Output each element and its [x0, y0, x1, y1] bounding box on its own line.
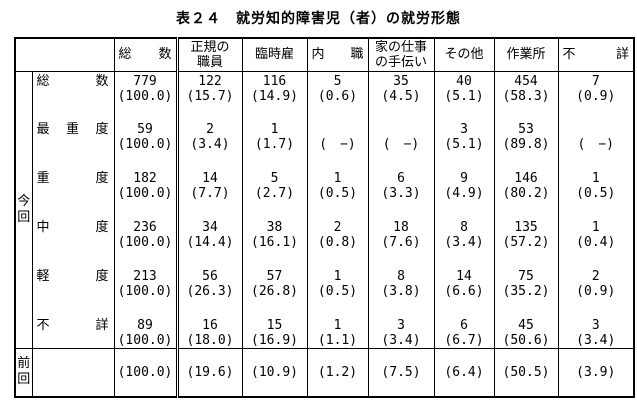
data-cell: 1 (0.5) — [557, 169, 634, 218]
data-cell: 1 (0.5) — [306, 267, 368, 316]
data-cell: 236 (100.0) — [113, 218, 177, 267]
data-cell: (19.6) — [175, 348, 242, 397]
table-row-moderate: 中度 236 (100.0) 34 (14.4) 38 (16.1) 2 (0.… — [15, 218, 634, 267]
row-label: 最重度 — [31, 120, 114, 169]
data-cell: 14 (7.7) — [175, 169, 242, 218]
data-cell: 40 (5.1) — [433, 71, 494, 120]
data-cell: 779 (100.0) — [113, 71, 177, 120]
data-cell: 5 (2.7) — [241, 169, 307, 218]
col-header-homework: 内職 — [306, 38, 368, 72]
data-cell: 8 (3.8) — [367, 267, 434, 316]
data-cell: 38 (16.1) — [241, 218, 307, 267]
employment-form-table: 総数 正規の 職員 臨時雇 内職 家の仕事 の手伝い その他 作業所 不詳 今回… — [14, 37, 635, 398]
table-title: 表２４ 就労知的障害児（者）の就労形態 — [176, 11, 461, 27]
data-cell: 3 (3.4) — [557, 316, 634, 349]
data-cell: 56 (26.3) — [175, 267, 242, 316]
data-cell: 454 (58.3) — [493, 71, 558, 120]
data-cell: 35 (4.5) — [367, 71, 434, 120]
table-row-previous: 前回 (100.0) (19.6) (10.9) (1.2) (7.5) (6.… — [14, 348, 634, 397]
data-cell: ( −) — [306, 120, 368, 169]
data-cell: 3 (3.4) — [367, 316, 434, 349]
data-cell: 34 (14.4) — [175, 218, 242, 267]
data-cell: (1.2) — [306, 348, 368, 397]
data-cell: 89 (100.0) — [113, 316, 177, 349]
data-cell: 2 (0.8) — [306, 218, 368, 267]
row-label — [31, 348, 114, 397]
data-cell: 45 (50.6) — [493, 316, 558, 349]
data-cell: 2 (0.9) — [557, 267, 634, 316]
table-row-unknown: 不詳 89 (100.0) 16 (18.0) 15 (16.9) 1 (1.1… — [15, 316, 634, 349]
col-header-unknown: 不詳 — [557, 38, 634, 72]
row-label: 軽度 — [31, 267, 114, 316]
group-label-zenkai: 前回 — [14, 348, 32, 397]
col-header-regular-staff: 正規の 職員 — [175, 38, 242, 72]
col-header-total: 総数 — [113, 38, 177, 72]
data-cell: 57 (26.8) — [241, 267, 307, 316]
data-cell: 18 (7.6) — [367, 218, 434, 267]
data-cell: ( −) — [367, 120, 434, 169]
table-row-mild: 軽度 213 (100.0) 56 (26.3) 57 (26.8) 1 (0.… — [15, 267, 634, 316]
corner-cell — [14, 38, 114, 72]
col-header-workshop: 作業所 — [493, 38, 558, 72]
col-header-family-help: 家の仕事 の手伝い — [367, 38, 434, 72]
data-cell: 2 (3.4) — [175, 120, 242, 169]
data-cell: (100.0) — [113, 348, 177, 397]
data-cell: 7 (0.9) — [557, 71, 634, 120]
data-cell: 116 (14.9) — [241, 71, 307, 120]
data-cell: 1 (1.7) — [241, 120, 307, 169]
table-row-most-severe: 最重度 59 (100.0) 2 (3.4) 1 (1.7) ( −) ( −)… — [15, 120, 634, 169]
data-cell: 146 (80.2) — [493, 169, 558, 218]
data-cell: 59 (100.0) — [113, 120, 177, 169]
header-row: 総数 正規の 職員 臨時雇 内職 家の仕事 の手伝い その他 作業所 不詳 — [14, 38, 634, 72]
data-cell: 1 (1.1) — [306, 316, 368, 349]
row-label: 総数 — [31, 71, 114, 120]
col-header-other: その他 — [433, 38, 494, 72]
row-label: 不詳 — [31, 316, 114, 349]
data-cell: 16 (18.0) — [175, 316, 242, 349]
data-cell: ( −) — [557, 120, 634, 169]
data-cell: 3 (5.1) — [433, 120, 494, 169]
data-cell: (50.5) — [493, 348, 558, 397]
data-cell: 135 (57.2) — [493, 218, 558, 267]
table-row-total: 今回 総数 779 (100.0) 122 (15.7) 116 (14.9) … — [14, 71, 634, 349]
col-header-temporary: 臨時雇 — [241, 38, 307, 72]
row-label: 中度 — [31, 218, 114, 267]
row-label: 重度 — [31, 169, 114, 218]
data-cell: 6 (6.7) — [433, 316, 494, 349]
data-cell: (6.4) — [433, 348, 494, 397]
data-cell: (7.5) — [367, 348, 434, 397]
data-cell: 1 (0.4) — [557, 218, 634, 267]
data-cell: 213 (100.0) — [113, 267, 177, 316]
table-row-severe: 重度 182 (100.0) 14 (7.7) 5 (2.7) 1 (0.5) … — [15, 169, 634, 218]
data-cell: 14 (6.6) — [433, 267, 494, 316]
data-cell: 1 (0.5) — [306, 169, 368, 218]
data-cell: 5 (0.6) — [306, 71, 368, 120]
data-cell: 53 (89.8) — [493, 120, 558, 169]
data-cell: 6 (3.3) — [367, 169, 434, 218]
data-cell: 9 (4.9) — [433, 169, 494, 218]
data-cell: 182 (100.0) — [113, 169, 177, 218]
data-cell: 122 (15.7) — [175, 71, 242, 120]
data-cell: (10.9) — [241, 348, 307, 397]
data-cell: 8 (3.4) — [433, 218, 494, 267]
data-cell: (3.9) — [557, 348, 634, 397]
group-label-konkai: 今回 — [14, 71, 32, 349]
data-cell: 75 (35.2) — [493, 267, 558, 316]
data-cell: 15 (16.9) — [241, 316, 307, 349]
